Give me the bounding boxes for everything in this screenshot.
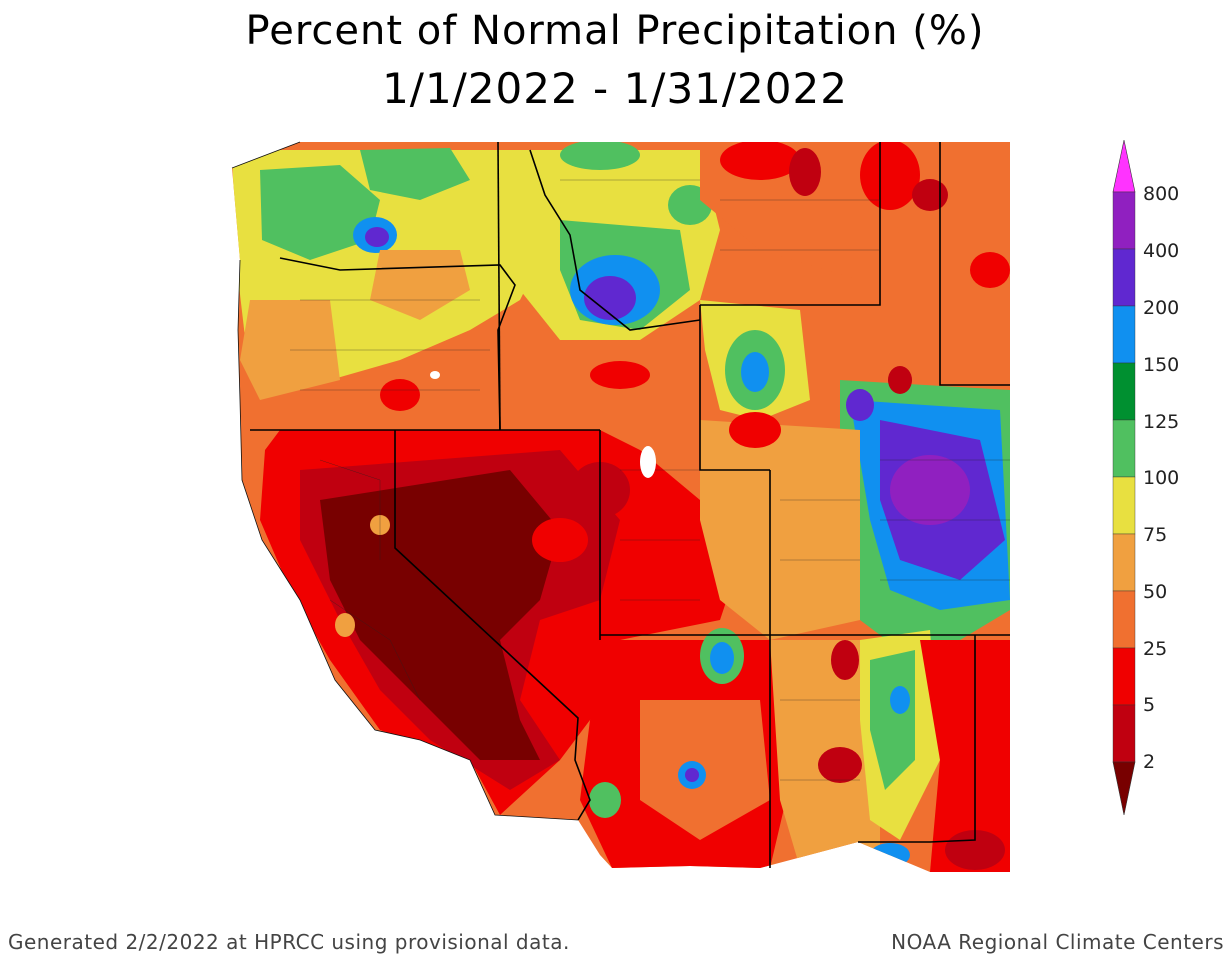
tx-blue xyxy=(890,686,910,714)
mn-dark xyxy=(912,179,948,211)
legend-label-200: 200 xyxy=(1143,297,1180,319)
legend-50-75 xyxy=(1112,533,1136,592)
wy-blue xyxy=(741,352,769,392)
legend-200-400 xyxy=(1112,248,1136,307)
mt-north-green xyxy=(560,142,640,170)
legend-100-125 xyxy=(1112,419,1136,478)
legend-25-50 xyxy=(1112,590,1136,649)
legend-150-200 xyxy=(1112,305,1136,364)
tx-boundary xyxy=(858,635,976,843)
map-date-range: 1/1/2022 - 1/31/2022 xyxy=(382,64,848,113)
ne-darkred xyxy=(888,366,912,394)
ut-north-red xyxy=(590,361,650,389)
legend-label-50: 50 xyxy=(1143,581,1168,603)
legend-label-100: 100 xyxy=(1143,467,1180,489)
lake-small xyxy=(430,371,440,379)
mn-boundary xyxy=(939,142,1010,386)
legend-5-25 xyxy=(1112,647,1136,706)
legend-over-800 xyxy=(1112,139,1136,193)
legend-label-150: 150 xyxy=(1143,354,1180,376)
mt-purple xyxy=(584,276,636,320)
legend-label-5: 5 xyxy=(1143,694,1156,716)
legend-label-800: 800 xyxy=(1143,183,1180,205)
id-west-boundary xyxy=(497,141,501,431)
legend-label-125: 125 xyxy=(1143,411,1180,433)
map-title: Percent of Normal Precipitation (%) xyxy=(245,8,985,54)
legend-2-5 xyxy=(1112,704,1136,763)
az-south-purple xyxy=(685,768,699,782)
ca-coast-orange xyxy=(335,613,355,637)
wa-north-green xyxy=(360,148,470,200)
nm-darkred xyxy=(818,747,862,783)
wa-purple xyxy=(365,227,389,247)
legend-label-2: 2 xyxy=(1143,751,1156,773)
tx-green xyxy=(870,650,915,790)
legend-label-25: 25 xyxy=(1143,638,1168,660)
nm-north-darkred xyxy=(831,640,859,680)
legend-75-100 xyxy=(1112,476,1136,535)
footer-generated-note: Generated 2/2/2022 at HPRCC using provis… xyxy=(8,930,570,954)
legend-125-150 xyxy=(1112,362,1136,421)
coastline xyxy=(231,141,579,821)
tx-south-blue xyxy=(870,843,910,867)
plains-purple xyxy=(890,455,970,525)
wa-or-boundary xyxy=(279,257,516,431)
legend-400-800 xyxy=(1112,191,1136,250)
nd-red xyxy=(720,142,800,180)
nd-dark xyxy=(789,148,821,196)
map-field xyxy=(232,142,1010,872)
legend-colorbar xyxy=(1112,139,1136,816)
ut-red-island xyxy=(532,518,588,562)
nd-sd-boundary xyxy=(700,142,881,306)
or-south-red xyxy=(380,379,420,411)
legend-label-75: 75 xyxy=(1143,524,1168,546)
co-red xyxy=(729,412,781,448)
wa-green xyxy=(260,165,380,260)
az-sw-green xyxy=(589,782,621,818)
ks-purple xyxy=(846,389,874,421)
az-blue xyxy=(710,642,734,674)
state-boundaries xyxy=(250,141,1010,868)
co-orange xyxy=(700,420,860,640)
mn-red xyxy=(860,142,920,210)
ca-nv-boundary xyxy=(394,430,591,821)
ia-red xyxy=(970,252,1010,288)
east-red xyxy=(972,660,1008,720)
id-mt-boundary xyxy=(529,149,701,331)
legend-label-400: 400 xyxy=(1143,240,1180,262)
footer-source: NOAA Regional Climate Centers xyxy=(891,930,1224,954)
county-lines xyxy=(290,179,1010,781)
great-salt-lake xyxy=(640,446,656,478)
legend-under-2 xyxy=(1112,761,1136,816)
